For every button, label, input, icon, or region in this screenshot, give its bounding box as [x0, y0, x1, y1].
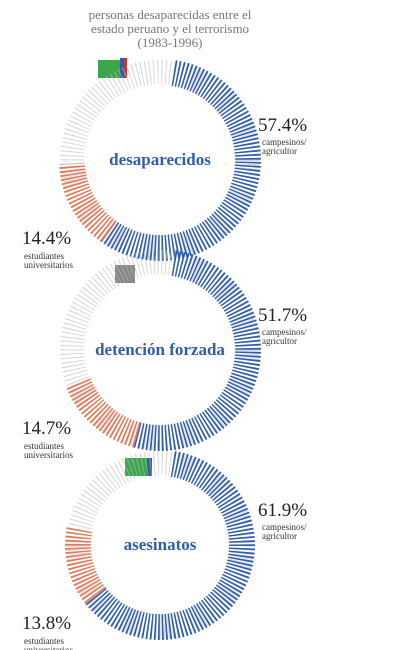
value-label: 51.7%	[258, 305, 307, 327]
category-label: campesinos/ agricultor	[262, 523, 320, 541]
category-label: estudiantes universitarios	[24, 637, 82, 650]
value-label: 13.8%	[22, 613, 71, 635]
value-label: 14.4%	[22, 228, 71, 250]
donut-segment	[78, 383, 137, 435]
donut-center-label: desaparecidos	[70, 150, 250, 170]
page-title: personas desaparecidas entre el estado p…	[80, 8, 260, 50]
category-label: campesinos/ agricultor	[262, 328, 320, 346]
infographic: personas desaparecidas entre el estado p…	[0, 0, 412, 650]
value-label: 61.9%	[258, 500, 307, 522]
category-label: estudiantes universitarios	[24, 442, 82, 460]
category-label: estudiantes universitarios	[24, 252, 82, 270]
value-label: 14.7%	[22, 418, 71, 440]
category-label: campesinos/ agricultor	[262, 138, 320, 156]
value-label: 57.4%	[258, 115, 307, 137]
donut-center-label: asesinatos	[70, 535, 250, 555]
donut-center-label: detención forzada	[70, 340, 250, 360]
